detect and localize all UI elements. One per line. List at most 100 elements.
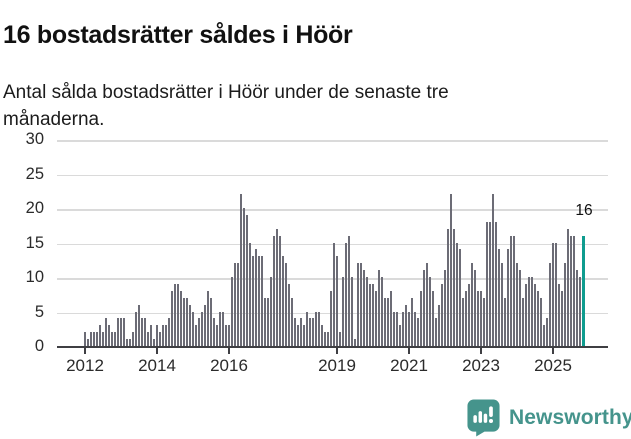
bar	[366, 277, 369, 346]
bar	[255, 249, 258, 346]
bar	[474, 270, 477, 346]
bar	[489, 221, 492, 346]
bar	[204, 304, 207, 346]
bar	[87, 339, 90, 346]
bar	[342, 277, 345, 346]
bar	[375, 290, 378, 346]
bar	[96, 332, 99, 346]
bar	[117, 318, 120, 346]
bar	[222, 311, 225, 346]
bar	[279, 235, 282, 346]
bar	[243, 208, 246, 346]
bar	[291, 297, 294, 346]
bar	[246, 214, 249, 346]
bar	[444, 270, 447, 346]
bar	[108, 325, 111, 346]
newsworthy-logo[interactable]: Newsworthy	[466, 398, 631, 437]
x-tick-label-2014: 2014	[138, 356, 176, 375]
bar	[165, 325, 168, 346]
bar	[360, 263, 363, 346]
bar	[180, 290, 183, 346]
bar	[171, 290, 174, 346]
bar	[513, 235, 516, 346]
y-tick-label-30: 30	[25, 130, 44, 148]
bar	[339, 332, 342, 346]
bar	[393, 311, 396, 346]
bar	[483, 297, 486, 346]
gridline-y-10	[57, 278, 608, 280]
bar	[408, 311, 411, 346]
bar	[576, 270, 579, 346]
bar	[156, 325, 159, 346]
bar	[420, 290, 423, 346]
newsworthy-bubble-chart-icon	[466, 398, 501, 437]
bar	[363, 270, 366, 346]
bar	[426, 263, 429, 346]
bar	[138, 304, 141, 346]
bar	[282, 256, 285, 346]
x-tick-label-2012: 2012	[66, 356, 104, 375]
bar	[318, 311, 321, 346]
bar	[447, 228, 450, 346]
bar	[261, 256, 264, 346]
bar	[129, 339, 132, 346]
bar	[228, 325, 231, 346]
bar	[570, 235, 573, 346]
x-tick-2023	[480, 347, 482, 354]
bar	[321, 325, 324, 346]
bar	[411, 297, 414, 346]
bar	[198, 318, 201, 346]
bar	[114, 332, 117, 346]
bar	[390, 290, 393, 346]
bar	[327, 332, 330, 346]
bar	[186, 297, 189, 346]
bar	[579, 277, 582, 346]
bar	[306, 311, 309, 346]
bar	[303, 325, 306, 346]
bar	[384, 297, 387, 346]
bar	[258, 256, 261, 346]
x-tick-label-2021: 2021	[390, 356, 428, 375]
bar	[543, 325, 546, 346]
bar	[252, 256, 255, 346]
chart-subtitle: Antal sålda bostadsrätter i Höör under d…	[3, 82, 449, 130]
bar	[558, 283, 561, 346]
bar	[432, 290, 435, 346]
bar	[312, 318, 315, 346]
bar	[540, 297, 543, 346]
bar	[357, 263, 360, 346]
bar	[294, 318, 297, 346]
x-tick-2012	[84, 347, 86, 354]
x-tick-label-2025: 2025	[534, 356, 572, 375]
bar	[177, 283, 180, 346]
bar	[324, 332, 327, 346]
bar	[276, 228, 279, 346]
bar	[423, 270, 426, 346]
bar	[354, 339, 357, 346]
bar	[453, 228, 456, 346]
bar	[471, 263, 474, 346]
bar	[510, 235, 513, 346]
bar	[147, 332, 150, 346]
bar	[522, 297, 525, 346]
bar	[573, 235, 576, 346]
bar	[126, 339, 129, 346]
bar	[534, 283, 537, 346]
bar	[288, 283, 291, 346]
bar	[414, 311, 417, 346]
bar	[555, 242, 558, 346]
bar	[99, 325, 102, 346]
bar	[159, 332, 162, 346]
newsworthy-wordmark: Newsworthy	[509, 405, 631, 429]
bar	[429, 277, 432, 346]
bar	[168, 318, 171, 346]
bar	[273, 235, 276, 346]
bar	[498, 249, 501, 346]
bar	[333, 242, 336, 346]
bar	[84, 332, 87, 346]
bar	[192, 311, 195, 346]
bar	[120, 318, 123, 346]
bar	[219, 311, 222, 346]
bar	[369, 283, 372, 346]
